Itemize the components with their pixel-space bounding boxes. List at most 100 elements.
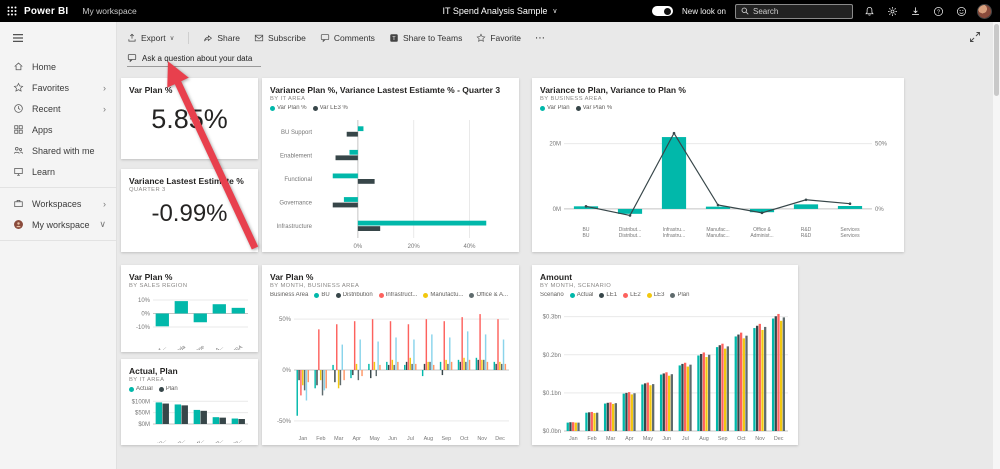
tile-amount-by-month-scenario[interactable]: Amount BY MONTH, SCENARIO Scenario Actual… [532,265,798,445]
dashboard-title-dropdown[interactable]: IT Spend Analysis Sample ∨ [442,6,557,16]
people-icon [12,145,24,157]
tile-var-plan-kpi[interactable]: Var Plan % 5.85% [121,78,258,159]
chevron-right-icon: › [103,198,106,209]
fullscreen-button[interactable] [969,30,981,48]
sidebar-item-apps[interactable]: Apps [0,119,116,140]
sidebar-item-home[interactable]: Home [0,56,116,77]
sidebar-item-label: Home [32,61,57,72]
share-button[interactable]: Share [203,33,240,43]
scrollbar-thumb[interactable] [994,24,999,96]
sidebar-item-workspaces[interactable]: Workspaces › [0,193,116,214]
more-options-button[interactable]: ⋯ [535,33,545,44]
topbar: Power BI My workspace IT Spend Analysis … [0,0,1000,22]
favorite-button[interactable]: Favorite [476,33,521,43]
tile-title: Variance to Plan, Variance to Plan % [540,85,686,95]
chart-legend: Scenario Actual LE1 LE2 LE3 Plan [540,292,690,299]
svg-text:Enablement: Enablement [280,153,312,159]
svg-text:$0.1bn: $0.1bn [543,391,561,397]
svg-text:50%: 50% [279,317,292,323]
svg-text:R&DR&D: R&D R&D [801,227,812,239]
waffle-menu-icon[interactable] [0,0,24,22]
notifications-button[interactable] [862,4,876,18]
sidebar-item-favorites[interactable]: Favorites › [0,77,116,98]
tile-variance-by-business-area[interactable]: Variance to Plan, Variance to Plan % BY … [532,78,904,252]
sidebar-item-label: Favorites [32,82,70,93]
search-input[interactable] [753,6,847,16]
briefcase-icon [12,198,24,210]
svg-text:Feb: Feb [587,436,596,442]
comments-button[interactable]: Comments [320,33,375,43]
share-label: Share [217,33,241,43]
tile-actual-plan-by-it-area[interactable]: Actual, Plan BY IT AREA Actual Plan $0M $5… [121,359,258,456]
chevron-down-icon: ∨ [99,219,106,229]
svg-text:Jun: Jun [388,436,397,442]
svg-text:-50%: -50% [277,419,292,425]
svg-text:Mar: Mar [606,436,615,442]
waffle-grid-icon [7,6,17,16]
column-chart: -50% 0% 50% Jan Feb Mar Apr May Jun Jul Aug Sep Oct N… [268,305,513,442]
svg-text:Infrastru...Infrastru...: Infrastru... Infrastru... [663,227,686,239]
chart-legend: Var Plan Var Plan % [540,105,896,111]
tile-variance-le-kpi[interactable]: Variance Lastest Estimate % QUARTER 3 -0… [121,169,258,252]
sidebar-item-shared[interactable]: Shared with me [0,140,116,161]
combo-chart: 0M 20M 0% 50% BU BU Distribut... Distribut... In… [538,118,898,249]
breadcrumb-workspace[interactable]: My workspace [82,6,137,16]
toolbar-separator [188,32,190,44]
svg-text:$0M: $0M [138,422,150,428]
svg-text:Nov: Nov [755,436,765,442]
svg-text:May: May [643,436,653,442]
svg-text:0M: 0M [553,207,561,213]
svg-text:$0.0bn: $0.0bn [543,429,561,435]
tile-title: Actual, Plan [129,366,178,376]
tile-subtitle: BY IT AREA [129,377,165,384]
help-button[interactable]: ? [931,4,945,18]
tile-variance-by-it-area[interactable]: Variance Plan %, Variance Lastest Estiam… [262,78,519,252]
tile-var-plan-by-sales-region[interactable]: Var Plan % BY SALES REGION -10% 0% 10% Aus … [121,265,258,364]
svg-text:T: T [392,36,396,42]
feedback-button[interactable] [954,4,968,18]
svg-text:20M: 20M [549,142,561,148]
export-label: Export [141,33,166,43]
settings-button[interactable] [885,4,899,18]
svg-text:Jan: Jan [299,436,308,442]
dashboard-canvas: Export ∨ Share Subscribe Comments T Shar… [117,22,993,469]
toggle-knob [664,7,672,15]
sidebar-item-my-workspace[interactable]: My workspace ∨ [0,214,116,235]
search-box [735,3,853,19]
svg-text:50%: 50% [875,142,888,148]
svg-text:0%: 0% [282,368,291,374]
tile-var-plan-by-month-business-area[interactable]: Var Plan % BY MONTH, BUSINESS AREA Busin… [262,265,519,445]
export-icon [128,33,136,42]
qa-speech-icon [127,54,137,63]
share-icon [204,35,213,42]
clock-icon [12,103,24,115]
svg-text:Manufac...Manufac...: Manufac... Manufac... [706,227,729,239]
chart-legend: Var Plan % Var LE3 % [270,105,511,111]
sidebar-item-recent[interactable]: Recent › [0,98,116,119]
sidebar-divider [0,187,116,188]
svg-text:?: ? [936,9,939,15]
svg-text:Mar: Mar [334,436,343,442]
hamburger-menu-button[interactable] [0,26,116,50]
tile-title: Amount [540,272,573,282]
share-to-teams-button[interactable]: T Share to Teams [389,33,462,43]
new-look-toggle[interactable] [651,6,673,16]
svg-text:Canada: Canada [168,344,187,350]
user-avatar[interactable] [977,3,992,19]
subscribe-button[interactable]: Subscribe [254,33,306,43]
sidebar-item-label: Workspaces [32,198,82,209]
svg-text:Europe: Europe [188,344,206,350]
download-button[interactable] [908,4,922,18]
sidebar-divider [0,240,116,241]
svg-text:Aug: Aug [699,436,709,442]
svg-text:Feb: Feb [316,436,325,442]
app-logo[interactable]: Power BI [24,5,69,17]
learn-icon [12,166,24,178]
vertical-scrollbar[interactable] [993,22,1000,469]
chart-legend: Business Area BU Distribution Infrastruct..… [270,292,511,298]
qa-input[interactable] [142,53,261,63]
sidebar-item-learn[interactable]: Learn [0,161,116,182]
barh-chart: 0% 20% 40% BU Support Enablement Functional Go… [268,118,513,250]
sidebar-item-label: Apps [32,124,53,135]
export-button[interactable]: Export ∨ [127,33,174,43]
